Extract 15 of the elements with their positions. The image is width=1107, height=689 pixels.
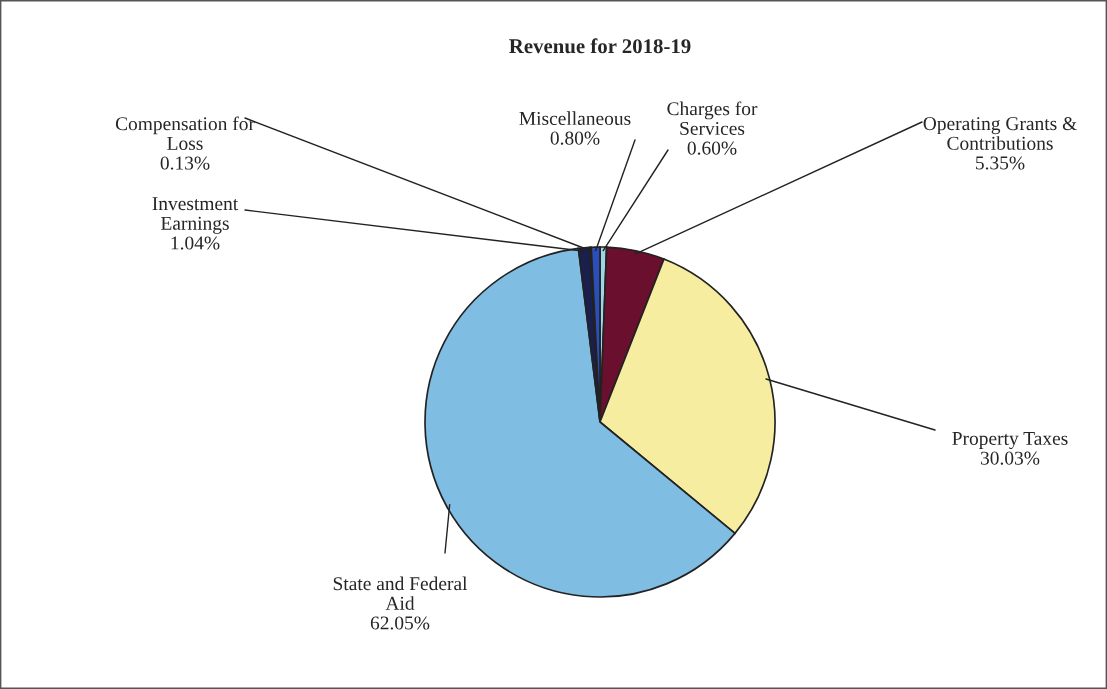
slice-label: Compensation for Loss xyxy=(115,116,255,150)
data-label: 0.80% xyxy=(550,131,600,145)
slice-label: State and Federal Aid xyxy=(333,576,468,610)
data-label: 5.35% xyxy=(976,156,1025,170)
data-label: 62.05% xyxy=(370,616,430,630)
data-label: 0.13% xyxy=(160,156,210,170)
slice-label: Operating Grants & Contributions xyxy=(923,117,1077,150)
slice-label: Miscellaneous xyxy=(519,111,631,126)
data-label: 30.03% xyxy=(980,451,1040,465)
slice-label: Charges for Services xyxy=(667,101,758,135)
slice-label: Investment Earnings xyxy=(152,197,239,234)
data-label: 0.60% xyxy=(687,141,737,155)
chart-title: Revenue for 2018-19 xyxy=(509,38,691,54)
slice-label: Property Taxes xyxy=(952,432,1068,449)
data-label: 1.04% xyxy=(171,236,220,250)
